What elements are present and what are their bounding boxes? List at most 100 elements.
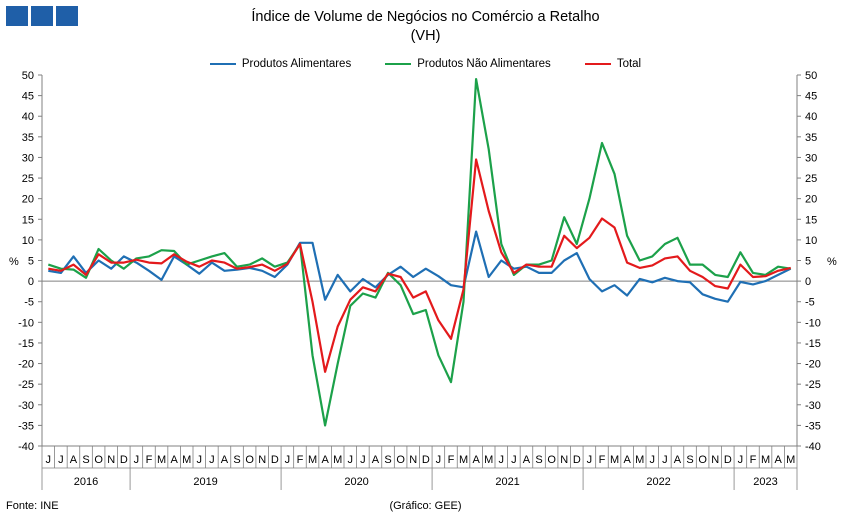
month-label: M xyxy=(182,454,191,466)
y-tick-label: -20 xyxy=(805,359,821,371)
month-label: J xyxy=(738,454,744,466)
y-tick-label: -35 xyxy=(18,420,34,432)
month-label: N xyxy=(258,454,266,466)
legend-item-total: Total xyxy=(584,58,642,70)
month-label: J xyxy=(587,454,593,466)
month-label: S xyxy=(82,454,89,466)
y-tick-label: -30 xyxy=(805,400,821,412)
month-label: N xyxy=(409,454,417,466)
month-label: O xyxy=(396,454,405,466)
y-tick-label: -40 xyxy=(18,441,34,453)
legend-label: Produtos Alimentares xyxy=(241,58,352,70)
chart-subtitle: (VH) xyxy=(410,28,441,44)
y-tick-label: 15 xyxy=(22,214,34,226)
y-tick-label: 20 xyxy=(805,194,817,206)
y-tick-label: 30 xyxy=(22,152,34,164)
month-label: D xyxy=(724,454,732,466)
month-label: S xyxy=(384,454,391,466)
month-label: N xyxy=(107,454,115,466)
month-label: N xyxy=(560,454,568,466)
y-tick-label: 45 xyxy=(22,91,34,103)
month-label: A xyxy=(170,454,178,466)
month-label: F xyxy=(297,454,304,466)
series-line xyxy=(47,77,791,427)
month-label: J xyxy=(285,454,291,466)
y-tick-label: 50 xyxy=(805,70,817,82)
year-label: 2021 xyxy=(495,476,519,488)
y-tick-label: 5 xyxy=(28,256,34,268)
month-label: J xyxy=(197,454,203,466)
month-label: J xyxy=(650,454,656,466)
month-label: M xyxy=(786,454,795,466)
y-tick-label: 35 xyxy=(22,132,34,144)
y-tick-label: 35 xyxy=(805,132,817,144)
legend-swatch xyxy=(209,63,236,65)
y-tick-label: 15 xyxy=(805,214,817,226)
y-tick-label: 30 xyxy=(805,152,817,164)
y-tick-label: 5 xyxy=(805,256,811,268)
y-tick-label: 25 xyxy=(805,173,817,185)
y-tick-label: 40 xyxy=(805,111,817,123)
chart-title: Índice de Volume de Negócios no Comércio… xyxy=(251,9,600,25)
year-label: 2019 xyxy=(193,476,217,488)
source-note: Fonte: INE xyxy=(6,500,59,512)
month-label: M xyxy=(635,454,644,466)
chart-title-block: Índice de Volume de Negócios no Comércio… xyxy=(0,8,851,46)
legend-label: Produtos Não Alimentares xyxy=(417,58,551,70)
month-label: M xyxy=(459,454,468,466)
y-tick-label: -15 xyxy=(805,338,821,350)
month-label: N xyxy=(711,454,719,466)
month-label: J xyxy=(436,454,442,466)
y-tick-label: 10 xyxy=(22,235,34,247)
month-label: D xyxy=(271,454,279,466)
y-tick-label: -20 xyxy=(18,359,34,371)
month-label: F xyxy=(750,454,757,466)
year-label: 2020 xyxy=(344,476,368,488)
month-label: M xyxy=(610,454,619,466)
month-label: A xyxy=(70,454,78,466)
month-label: O xyxy=(698,454,707,466)
logo-square xyxy=(56,6,78,26)
y-tick-label: -10 xyxy=(18,317,34,329)
month-label: J xyxy=(662,454,668,466)
month-label: S xyxy=(686,454,693,466)
month-label: A xyxy=(774,454,782,466)
y-tick-label: -40 xyxy=(805,441,821,453)
month-label: S xyxy=(535,454,542,466)
year-label: 2016 xyxy=(74,476,98,488)
month-label: J xyxy=(511,454,517,466)
month-label: A xyxy=(372,454,380,466)
month-label: D xyxy=(422,454,430,466)
y-tick-label: 40 xyxy=(22,111,34,123)
y-tick-label: 45 xyxy=(805,91,817,103)
series-line xyxy=(48,158,791,373)
y-tick-label: -25 xyxy=(18,379,34,391)
month-label: J xyxy=(58,454,64,466)
legend-label: Total xyxy=(616,58,642,70)
month-label: F xyxy=(599,454,606,466)
month-label: F xyxy=(146,454,153,466)
month-label: M xyxy=(333,454,342,466)
y-tick-label: 20 xyxy=(22,194,34,206)
y-tick-label: -35 xyxy=(805,420,821,432)
month-label: A xyxy=(623,454,631,466)
month-label: O xyxy=(547,454,556,466)
month-label: A xyxy=(523,454,531,466)
month-label: D xyxy=(120,454,128,466)
logo-square xyxy=(6,6,28,26)
month-label: J xyxy=(360,454,366,466)
month-label: J xyxy=(46,454,52,466)
month-label: J xyxy=(348,454,354,466)
legend: Produtos Alimentares Produtos Não Alimen… xyxy=(0,58,851,70)
month-label: J xyxy=(499,454,505,466)
month-label: M xyxy=(761,454,770,466)
month-label: A xyxy=(674,454,682,466)
month-label: S xyxy=(233,454,240,466)
month-label: A xyxy=(472,454,480,466)
legend-swatch xyxy=(584,63,611,65)
y-tick-label: 50 xyxy=(22,70,34,82)
y-tick-label: -25 xyxy=(805,379,821,391)
y-tick-label: 0 xyxy=(805,276,811,288)
month-label: M xyxy=(484,454,493,466)
